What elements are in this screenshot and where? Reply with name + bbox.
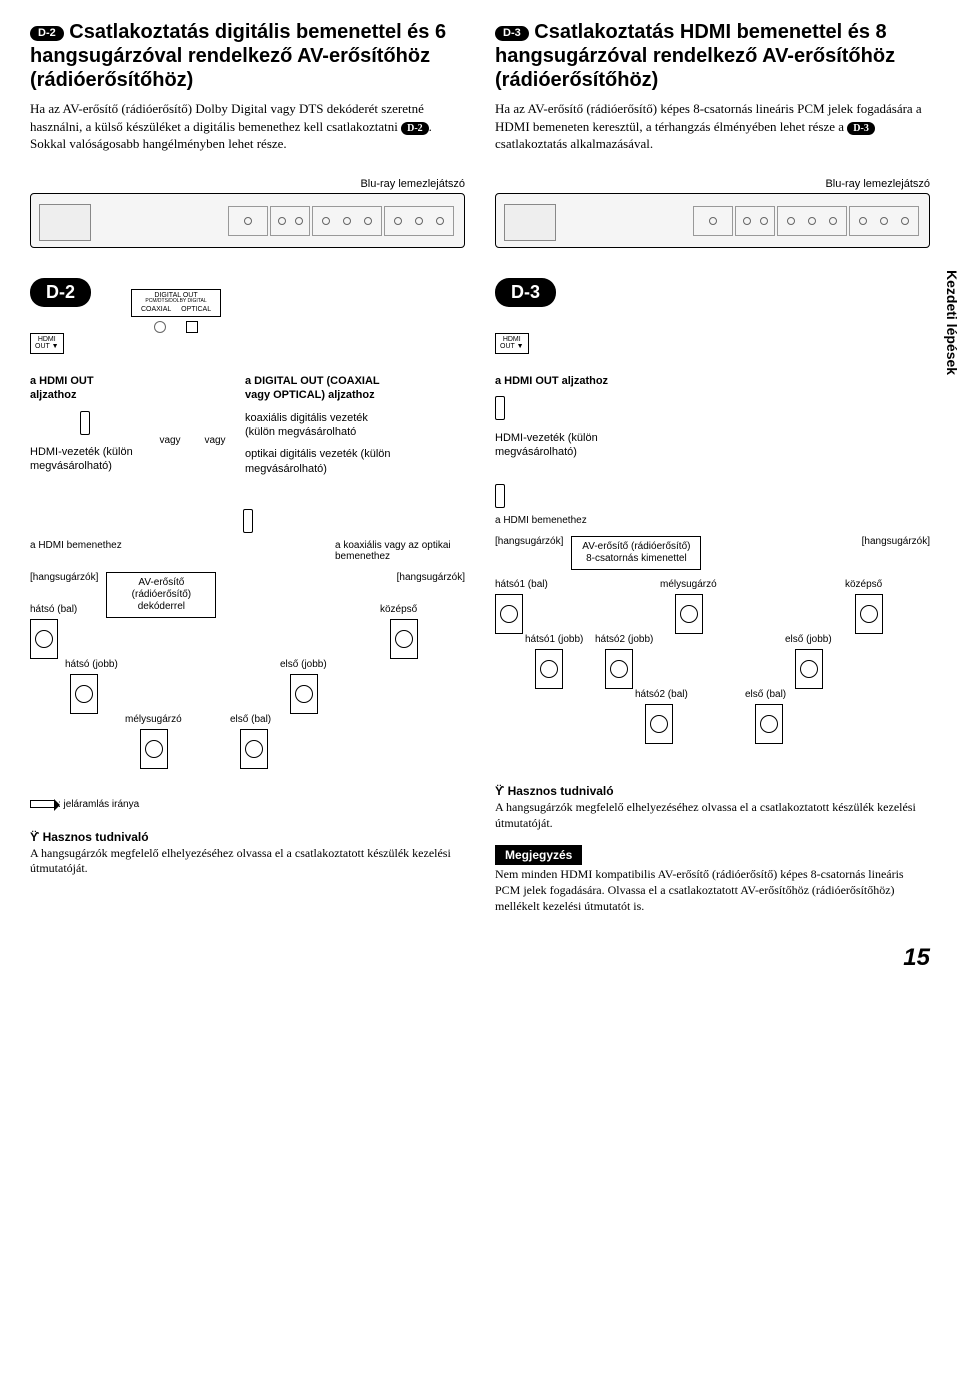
sp-front-r-r [795,649,823,689]
hdmi-out-box-r: HDMI OUT ▼ [495,333,529,354]
speakers-bracket-l: [hangsugárzók] [30,572,98,583]
sp-rear1-l [495,594,523,634]
flow-arrow-icon [30,800,54,808]
sp-rear1-r [535,649,563,689]
amp-box-left: AV-erősítő (rádióerősítő) dekóderrel [106,572,216,618]
coax-cable-label: koaxiális digitális vezeték (külön megvá… [245,411,395,440]
badge-d2: D-2 [30,26,64,41]
page-number: 15 [30,944,930,972]
right-speaker-grid: a HDMI bemenethez [hangsugárzók] AV-erős… [495,484,930,764]
sp-center-r [855,594,883,634]
hint-body-left: A hangsugárzók megfelelő elhelyezéséhez … [30,846,465,877]
left-speaker-grid: a HDMI bemenethez a koaxiális vagy az op… [30,509,465,789]
right-header: D-3 Csatlakoztatás HDMI bemenettel és 8 … [495,20,930,153]
vagy-2: vagy [200,374,230,484]
sp-rear-l [30,619,58,659]
sp-rear-r [70,674,98,714]
r-to-hdmi-in: a HDMI bemenethez [495,515,615,526]
right-title-text: Csatlakoztatás HDMI bemenettel és 8 hang… [495,21,895,91]
digital-out-label: a DIGITAL OUT (COAXIAL vagy OPTICAL) alj… [245,374,395,403]
hint-title-right: ϔ Hasznos tudnivaló [495,784,930,798]
left-player-label: Blu-ray lemezlejátszó [30,178,465,190]
hdmi-out-label: a HDMI OUT aljzathoz [30,374,140,403]
conn-badge-d2: D-2 [30,278,91,307]
r-hdmi-out-label: a HDMI OUT aljzathoz [495,374,635,388]
header-columns: D-2 Csatlakoztatás digitális bemenettel … [30,20,930,153]
sp-front-l [240,729,268,769]
to-coax-in: a koaxiális vagy az optikai bemenethez [335,540,465,562]
left-player [30,193,465,248]
sp-sub-r [675,594,703,634]
sp-front-r [290,674,318,714]
r-hdmi-cable-label: HDMI-vezeték (külön megvásárolható) [495,431,635,460]
right-player [495,193,930,248]
left-title-text: Csatlakoztatás digitális bemenettel és 6… [30,21,446,91]
flow-note: : jeláramlás iránya [30,799,465,810]
left-header: D-2 Csatlakoztatás digitális bemenettel … [30,20,465,153]
diagram-row: Blu-ray lemezlejátszó D-2 HDMI OUT ▼ [30,178,930,915]
left-title: D-2 Csatlakoztatás digitális bemenettel … [30,20,465,92]
right-body: Ha az AV-erősítő (rádióerősítő) képes 8-… [495,100,930,153]
hint-body-right: A hangsugárzók megfelelő elhelyezéséhez … [495,800,930,831]
right-diagram: Blu-ray lemezlejátszó D-3 HDMI OUT ▼ a H… [495,178,930,915]
left-body: Ha az AV-erősítő (rádióerősítő) Dolby Di… [30,100,465,153]
digital-out-box: DIGITAL OUT PCM/DTS/DOLBY DIGITAL COAXIA… [131,289,221,317]
note-title: Megjegyzés [495,845,582,865]
r-speakers-bracket-l: [hangsugárzók] [495,536,563,547]
speakers-bracket-r: [hangsugárzók] [397,572,465,583]
amp-box-right: AV-erősítő (rádióerősítő) 8-csatornás ki… [571,536,701,570]
note-body: Nem minden HDMI kompatibilis AV-erősítő … [495,867,930,914]
sp-sub [140,729,168,769]
opt-cable-label: optikai digitális vezeték (külön megvásá… [245,447,395,476]
hdmi-out-box: HDMI OUT ▼ [30,333,64,354]
left-diagram: Blu-ray lemezlejátszó D-2 HDMI OUT ▼ [30,178,465,915]
to-hdmi-in: a HDMI bemenethez [30,540,130,562]
hint-title-left: ϔ Hasznos tudnivaló [30,830,465,844]
vagy-1: vagy [155,374,185,484]
sp-rear2-l [645,704,673,744]
sp-rear2-r [605,649,633,689]
side-tab: Kezdeti lépések [944,270,960,375]
sp-center [390,619,418,659]
r-speakers-bracket-r: [hangsugárzók] [862,536,930,547]
sp-front-l-r [755,704,783,744]
right-player-label: Blu-ray lemezlejátszó [495,178,930,190]
badge-d3: D-3 [495,26,529,41]
hdmi-cable-label: HDMI-vezeték (külön megvásárolható) [30,445,140,474]
player-ports [228,206,454,236]
right-title: D-3 Csatlakoztatás HDMI bemenettel és 8 … [495,20,930,92]
conn-badge-d3: D-3 [495,278,556,307]
